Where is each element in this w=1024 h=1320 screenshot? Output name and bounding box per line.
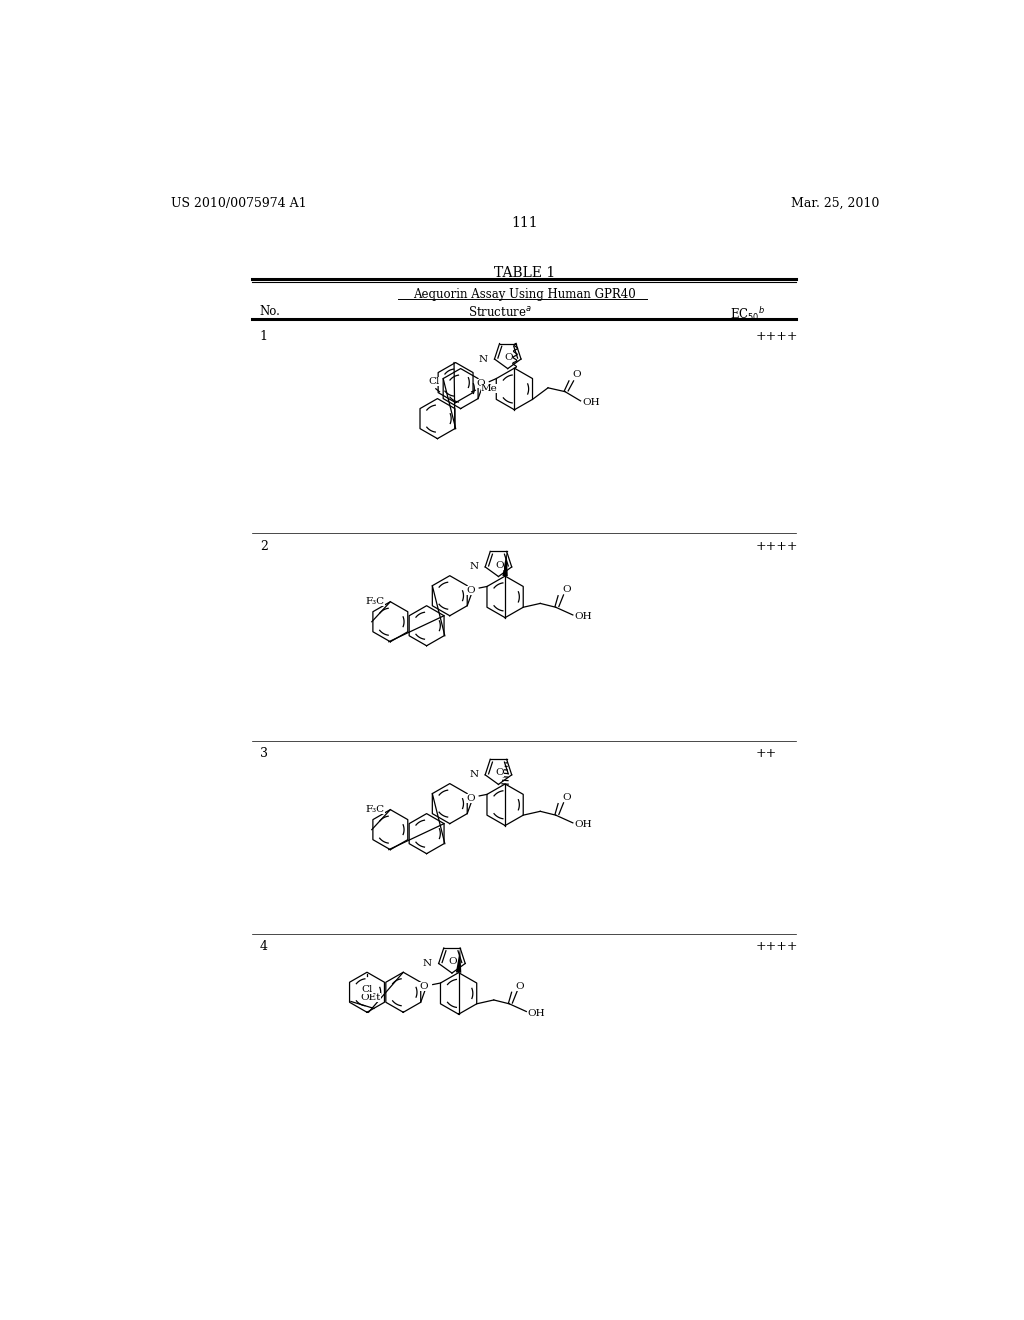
Text: 111: 111 [511,216,539,230]
Text: US 2010/0075974 A1: US 2010/0075974 A1 [171,197,306,210]
Text: OH: OH [574,612,592,620]
Polygon shape [456,948,461,973]
Text: ++: ++ [756,747,777,760]
Text: OEt: OEt [360,993,381,1002]
Text: OH: OH [574,820,592,829]
Text: O: O [466,586,474,595]
Text: O: O [495,768,504,777]
Text: F₃C: F₃C [366,805,385,814]
Text: O: O [449,957,457,966]
Text: EC$_{50}$$^{b}$: EC$_{50}$$^{b}$ [730,305,766,323]
Text: O: O [466,793,474,803]
Text: O: O [572,370,581,379]
Text: O: O [562,793,570,803]
Text: F₃C: F₃C [366,597,385,606]
Text: ++++: ++++ [756,540,799,553]
Text: Cl: Cl [429,378,440,387]
Text: N: N [469,771,478,779]
Polygon shape [503,552,508,577]
Text: TABLE 1: TABLE 1 [495,267,555,280]
Text: O: O [495,561,504,570]
Text: Structure$^{a}$: Structure$^{a}$ [468,305,532,319]
Text: No.: No. [260,305,281,318]
Text: 3: 3 [260,747,267,760]
Text: OH: OH [527,1008,546,1018]
Text: O: O [515,982,524,990]
Text: N: N [423,960,432,968]
Text: Aequorin Assay Using Human GPR40: Aequorin Assay Using Human GPR40 [414,288,636,301]
Text: O: O [562,585,570,594]
Text: O: O [420,982,428,991]
Text: ++++: ++++ [756,330,799,343]
Text: O: O [504,352,513,362]
Text: N: N [469,562,478,572]
Text: 2: 2 [260,540,267,553]
Text: N: N [478,355,487,363]
Text: O: O [477,379,485,388]
Text: ++++: ++++ [756,940,799,953]
Text: 1: 1 [260,330,267,343]
Text: Mar. 25, 2010: Mar. 25, 2010 [792,197,880,210]
Text: Cl: Cl [361,985,373,994]
Text: OH: OH [582,397,600,407]
Text: Me: Me [481,384,498,393]
Text: 4: 4 [260,940,267,953]
